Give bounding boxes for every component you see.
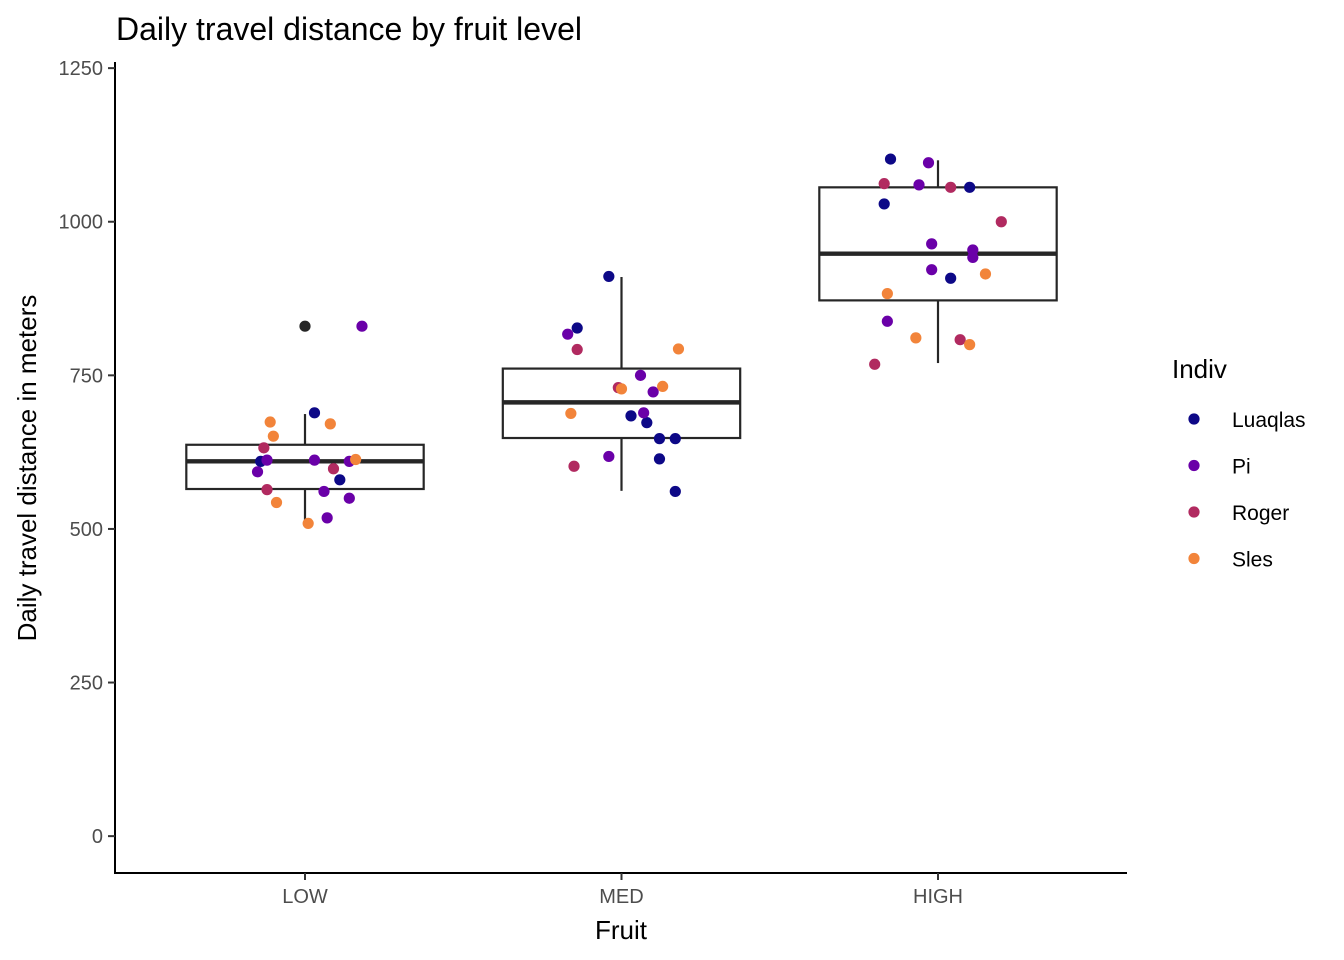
x-axis-ticks: LOW MED HIGH xyxy=(282,873,963,908)
legend-item-pi: Pi xyxy=(1188,456,1251,479)
legend: Indiv Luaqlas Pi Roger Sles xyxy=(1172,354,1306,572)
point-roger xyxy=(995,216,1007,228)
point-roger xyxy=(869,358,881,370)
point-luaqlas xyxy=(653,433,666,445)
point-sles xyxy=(267,430,279,442)
chart-title: Daily travel distance by fruit level xyxy=(116,11,582,47)
point-luaqlas xyxy=(571,322,583,334)
point-luaqlas xyxy=(669,485,681,498)
point-sles xyxy=(270,496,283,509)
point-pi xyxy=(603,450,615,463)
point-luaqlas xyxy=(641,417,653,429)
point-sles xyxy=(565,407,577,420)
legend-label: Luaqlas xyxy=(1232,409,1306,432)
point-pi xyxy=(967,251,979,263)
iqr-box xyxy=(818,186,1058,302)
point-roger xyxy=(327,463,340,475)
legend-key xyxy=(1188,413,1200,425)
point-pi xyxy=(881,315,893,327)
point-luaqlas xyxy=(884,153,897,165)
point-pi xyxy=(261,454,273,466)
point-pi xyxy=(308,454,321,466)
point-luaqlas xyxy=(653,453,666,465)
point-luaqlas xyxy=(964,181,976,193)
point-pi xyxy=(926,264,938,276)
point-roger xyxy=(571,343,583,356)
point-sles xyxy=(264,416,276,428)
point-roger xyxy=(878,178,890,190)
point-sles xyxy=(964,339,976,351)
x-axis-title: Fruit xyxy=(595,915,648,945)
point-luaqlas xyxy=(669,433,681,445)
legend-item-sles: Sles xyxy=(1188,549,1273,572)
point-pi xyxy=(318,485,330,498)
legend-label: Sles xyxy=(1232,549,1273,572)
point-sles xyxy=(302,517,314,530)
plot-area xyxy=(185,153,1058,530)
legend-key xyxy=(1188,459,1200,472)
point-luaqlas xyxy=(308,407,321,419)
point-pi xyxy=(321,512,333,524)
point-pi xyxy=(562,328,574,340)
point-roger xyxy=(261,484,273,496)
y-tick-label: 0 xyxy=(92,826,103,848)
point-sles xyxy=(881,288,893,300)
point-sles xyxy=(910,332,922,344)
point-luaqlas xyxy=(603,270,615,283)
point-pi xyxy=(343,492,355,504)
point-pi xyxy=(356,320,368,332)
point-pi xyxy=(251,466,264,478)
point-luaqlas xyxy=(334,474,346,486)
legend-item-luaqlas: Luaqlas xyxy=(1188,409,1306,432)
point-sles xyxy=(672,343,685,355)
y-tick-label: 750 xyxy=(70,365,103,387)
x-tick-label: MED xyxy=(599,886,643,908)
point-luaqlas xyxy=(625,410,637,422)
y-tick-label: 500 xyxy=(70,519,103,541)
legend-label: Roger xyxy=(1232,502,1289,525)
x-tick-label: HIGH xyxy=(913,886,963,908)
point-luaqlas xyxy=(945,272,957,284)
legend-title: Indiv xyxy=(1172,354,1227,384)
y-tick-label: 1250 xyxy=(59,58,104,80)
point-sles xyxy=(324,418,336,430)
boxplot-high xyxy=(818,160,1058,364)
x-tick-label: LOW xyxy=(282,886,328,908)
legend-key xyxy=(1188,506,1200,518)
point-pi xyxy=(638,407,650,419)
point-sles xyxy=(350,453,362,466)
y-axis-title: Daily travel distance in meters xyxy=(12,295,42,642)
y-tick-label: 250 xyxy=(70,673,103,695)
point-pi xyxy=(922,157,935,169)
point-sles xyxy=(979,268,992,280)
legend-key xyxy=(1188,552,1200,565)
iqr-box xyxy=(185,443,425,491)
point-pi xyxy=(913,179,925,191)
boxplot-low xyxy=(185,320,425,522)
point-roger xyxy=(258,442,270,454)
point-roger xyxy=(568,460,580,472)
legend-label: Pi xyxy=(1232,456,1251,479)
point-roger xyxy=(945,181,957,193)
y-axis-ticks: 0 250 500 750 1000 1250 xyxy=(59,58,115,848)
point-luaqlas xyxy=(878,198,890,210)
point-sles xyxy=(657,380,669,392)
point-sles xyxy=(615,383,628,395)
point-pi xyxy=(647,386,659,398)
jitter-points xyxy=(251,153,1007,530)
point-pi xyxy=(634,369,647,381)
boxplot-med xyxy=(501,277,742,491)
legend-item-roger: Roger xyxy=(1188,502,1289,525)
y-tick-label: 1000 xyxy=(59,212,104,234)
point-roger xyxy=(954,334,966,346)
outlier-point xyxy=(299,320,311,332)
point-pi xyxy=(926,238,938,250)
